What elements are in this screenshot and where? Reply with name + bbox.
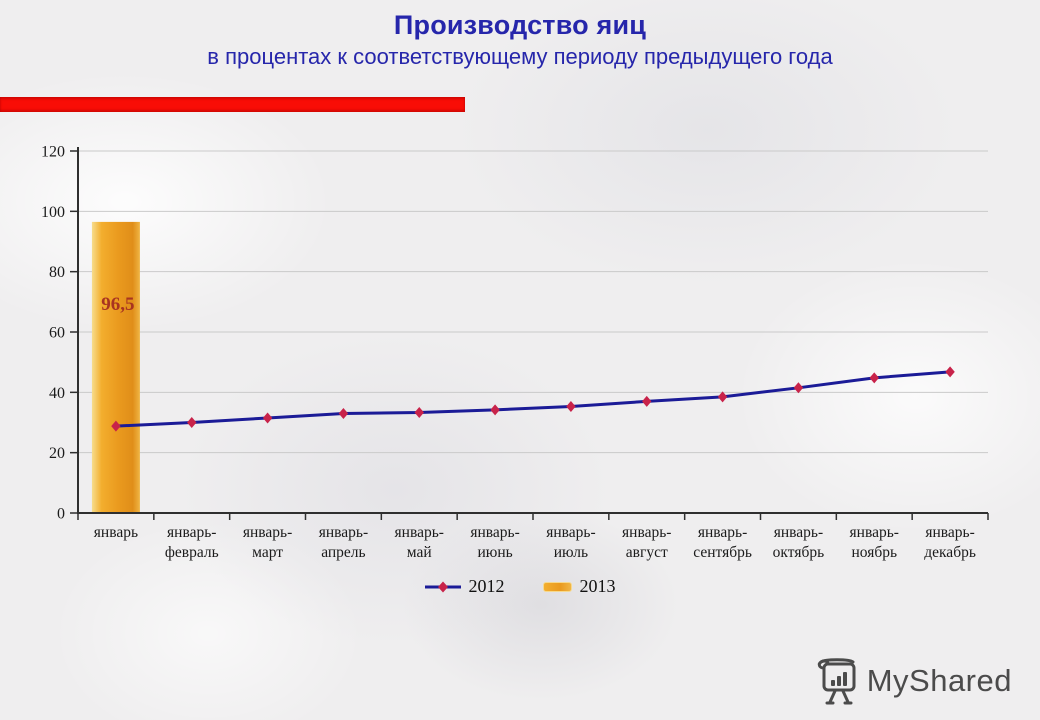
x-tick-label: июль bbox=[554, 544, 588, 561]
x-tick-label: октябрь bbox=[773, 544, 824, 561]
x-tick-label: январь- bbox=[470, 524, 519, 541]
red-accent-bar bbox=[0, 97, 465, 112]
bar-swatch-icon bbox=[542, 581, 572, 592]
line-marker-swatch-icon bbox=[424, 581, 461, 592]
legend-label-2012: 2012 bbox=[468, 576, 505, 596]
x-tick-label: январь- bbox=[395, 524, 444, 541]
slide-subtitle: в процентах к соответствующему периоду п… bbox=[207, 44, 833, 69]
x-tick-label: январь- bbox=[774, 524, 823, 541]
x-tick-label: январь- bbox=[698, 524, 747, 541]
legend-item-2013: 2013 bbox=[542, 576, 616, 597]
data-point-marker bbox=[490, 404, 500, 416]
x-tick-label: январь- bbox=[319, 524, 368, 541]
slide-title: Производство яиц bbox=[393, 10, 647, 40]
data-point-marker bbox=[869, 372, 879, 384]
myshared-logo[interactable]: MyShared bbox=[815, 656, 1012, 706]
data-point-marker bbox=[642, 395, 652, 407]
y-tick-label: 100 bbox=[41, 204, 65, 221]
data-point-marker bbox=[566, 401, 576, 413]
chart-gridlines bbox=[78, 150, 988, 454]
y-axis: 0 20 40 60 80 100 120 bbox=[41, 144, 79, 523]
x-tick-label: январь- bbox=[925, 524, 974, 541]
x-tick-label: декабрь bbox=[924, 544, 976, 561]
x-tick-label: апрель bbox=[321, 544, 365, 561]
data-point-marker bbox=[945, 366, 955, 378]
legend-label-2013: 2013 bbox=[579, 576, 616, 596]
x-tick-label: май bbox=[407, 544, 432, 561]
flipchart-easel-icon bbox=[817, 658, 856, 705]
data-point-marker bbox=[793, 382, 804, 394]
x-tick-label: январь- bbox=[546, 524, 595, 541]
data-point-marker bbox=[262, 412, 273, 424]
data-point-marker bbox=[414, 407, 424, 419]
data-point-marker bbox=[111, 420, 121, 432]
x-axis: январь январь-февраль январь-март январь-ап… bbox=[77, 512, 989, 561]
data-point-marker bbox=[187, 417, 197, 428]
bar-value-label: 96,5 bbox=[101, 294, 134, 315]
bar-series-2013: 96,5 bbox=[91, 221, 140, 513]
x-tick-label: август bbox=[626, 544, 668, 561]
y-tick-label: 60 bbox=[49, 325, 65, 342]
data-point-marker bbox=[717, 391, 728, 403]
y-tick-label: 80 bbox=[49, 264, 65, 281]
y-tick-label: 0 bbox=[57, 506, 65, 523]
x-tick-label: сентябрь bbox=[693, 544, 752, 561]
myshared-logo-text: MyShared bbox=[866, 663, 1012, 698]
x-tick-label: январь- bbox=[243, 524, 292, 541]
x-tick-label: январь bbox=[94, 524, 138, 541]
y-tick-label: 120 bbox=[41, 144, 65, 161]
chart-legend: 2012 2013 bbox=[0, 576, 1040, 597]
x-tick-label: январь- bbox=[850, 524, 899, 541]
x-tick-label: ноябрь bbox=[851, 544, 897, 561]
y-tick-label: 20 bbox=[49, 445, 65, 462]
data-point-marker bbox=[338, 407, 349, 419]
x-tick-label: январь- bbox=[167, 524, 216, 541]
x-tick-label: февраль bbox=[165, 544, 219, 561]
x-tick-label: январь- bbox=[622, 524, 671, 541]
line-series-2012 bbox=[111, 366, 955, 432]
x-tick-label: март bbox=[252, 544, 283, 561]
y-tick-label: 40 bbox=[49, 385, 65, 402]
legend-item-2012: 2012 bbox=[424, 576, 505, 597]
x-tick-label: июнь bbox=[477, 544, 512, 561]
